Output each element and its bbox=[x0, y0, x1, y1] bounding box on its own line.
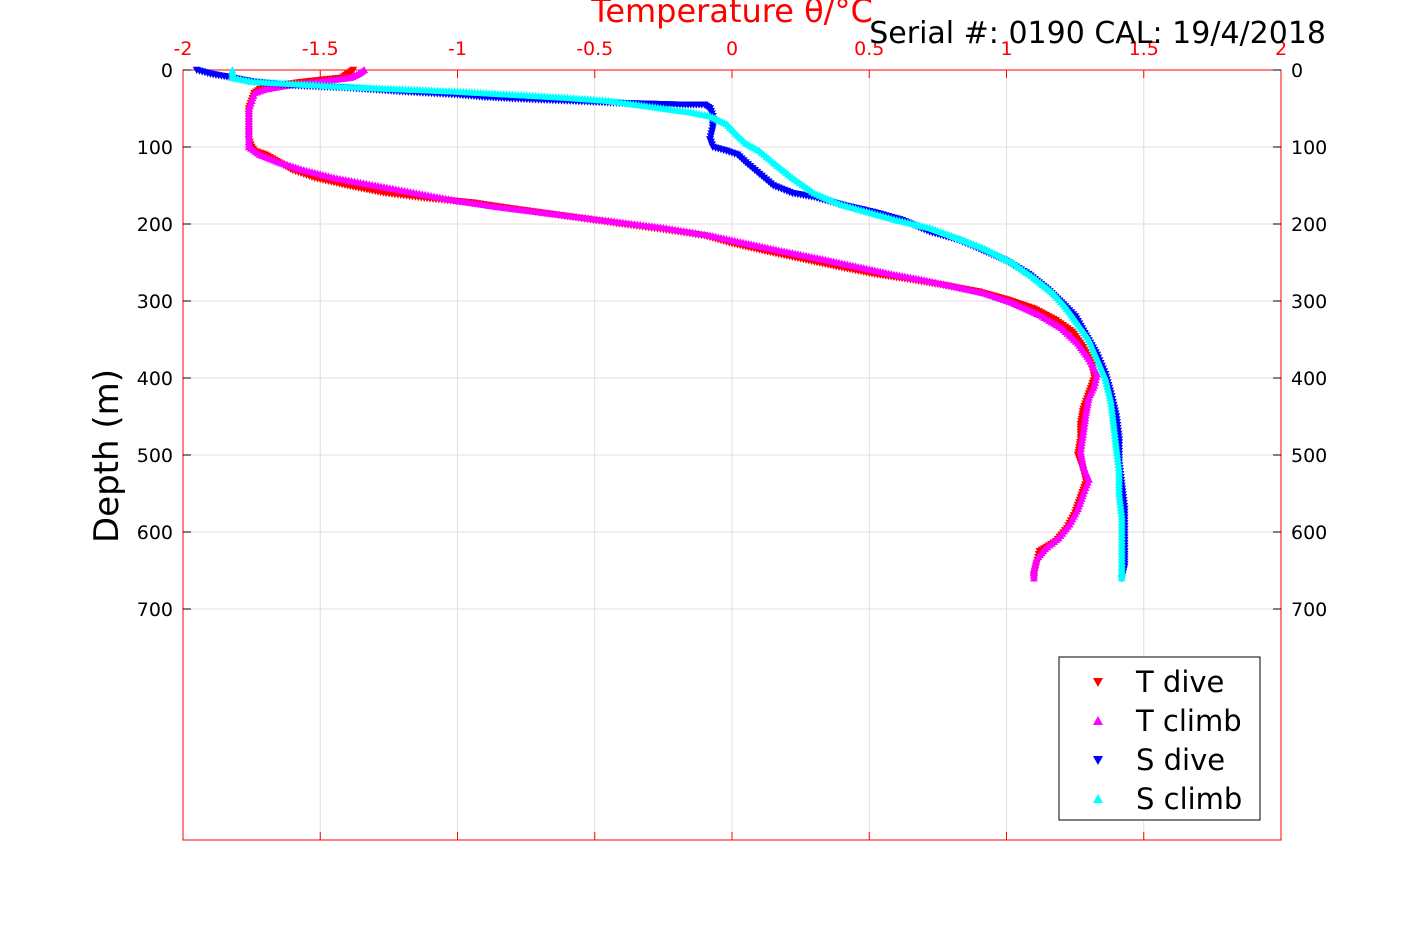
series-s-climb bbox=[228, 66, 1126, 582]
series-t-climb bbox=[244, 66, 1102, 582]
legend-marker bbox=[1093, 678, 1103, 687]
x-tick-label: -1.5 bbox=[302, 38, 339, 60]
y-tick-label-left: 600 bbox=[137, 522, 173, 544]
x-tick-label: 2 bbox=[1275, 38, 1287, 60]
y-tick-label-right: 200 bbox=[1291, 214, 1327, 236]
y-tick-label-left: 400 bbox=[137, 368, 173, 390]
serial-annotation: Serial #: 0190 CAL: 19/4/2018 bbox=[869, 16, 1326, 51]
x-tick-label: 1.5 bbox=[1129, 38, 1159, 60]
series-t-dive bbox=[244, 66, 1099, 583]
y-tick-label-right: 500 bbox=[1291, 445, 1327, 467]
data-point bbox=[1117, 574, 1126, 582]
y-tick-label-right: 0 bbox=[1291, 60, 1303, 82]
legend-marker bbox=[1093, 716, 1103, 725]
legend-label: T climb bbox=[1135, 704, 1242, 738]
y-tick-label-right: 600 bbox=[1291, 522, 1327, 544]
data-points bbox=[192, 66, 1129, 583]
y-tick-label-left: 0 bbox=[161, 60, 173, 82]
x-tick-label: -2 bbox=[174, 38, 193, 60]
y-tick-label-right: 700 bbox=[1291, 599, 1327, 621]
legend-marker bbox=[1093, 756, 1103, 765]
y-tick-label-right: 300 bbox=[1291, 291, 1327, 313]
data-point bbox=[1029, 574, 1038, 582]
legend-label: S dive bbox=[1136, 743, 1225, 777]
x-tick-label: 0.5 bbox=[854, 38, 884, 60]
y-axis-label: Depth (m) bbox=[87, 369, 127, 543]
legend: T dive T climb S dive S climb bbox=[1058, 656, 1261, 821]
x-tick-label: -1 bbox=[448, 38, 467, 60]
y-tick-label-left: 100 bbox=[137, 137, 173, 159]
legend-label: S climb bbox=[1136, 782, 1242, 816]
y-tick-label-right: 400 bbox=[1291, 368, 1327, 390]
y-tick-label-right: 100 bbox=[1291, 137, 1327, 159]
legend-label: T dive bbox=[1135, 665, 1224, 699]
series-s-dive bbox=[192, 66, 1129, 583]
x-tick-label: 1 bbox=[1000, 38, 1012, 60]
x-tick-label: 0 bbox=[726, 38, 738, 60]
y-tick-label-left: 500 bbox=[137, 445, 173, 467]
y-tick-label-left: 200 bbox=[137, 214, 173, 236]
grid bbox=[183, 70, 1281, 840]
legend-box bbox=[1058, 656, 1261, 821]
legend-marker bbox=[1093, 794, 1103, 803]
x-tick-label: -0.5 bbox=[576, 38, 613, 60]
y-tick-label-left: 700 bbox=[137, 599, 173, 621]
chart-title: Temperature θ/°C bbox=[590, 0, 873, 30]
y-tick-label-left: 300 bbox=[137, 291, 173, 313]
